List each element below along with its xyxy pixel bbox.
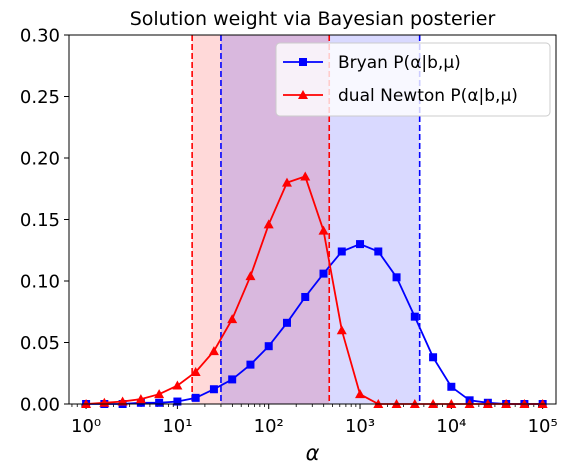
data-point xyxy=(337,247,346,256)
data-point xyxy=(209,385,218,394)
data-point xyxy=(154,389,165,399)
data-point xyxy=(172,380,183,390)
y-tick-label: 0.05 xyxy=(20,333,60,354)
data-point xyxy=(263,219,274,229)
y-tick-label: 0.20 xyxy=(20,149,60,170)
data-point xyxy=(281,177,292,187)
y-tick-label: 0.30 xyxy=(20,26,60,47)
data-point xyxy=(301,292,310,301)
data-point xyxy=(155,398,164,407)
x-tick-label: 10¹ xyxy=(162,416,192,437)
legend-label: Bryan P(α|b,μ) xyxy=(338,53,461,73)
x-tick-label: 10⁵ xyxy=(528,416,558,437)
data-point xyxy=(374,247,383,256)
y-tick-label: 0.10 xyxy=(20,272,60,293)
x-tick-label: 10² xyxy=(254,416,284,437)
data-point xyxy=(246,360,255,369)
data-point xyxy=(264,342,273,351)
x-axis-label: α xyxy=(306,441,320,465)
data-point xyxy=(135,394,146,404)
x-tick-label: 10⁰ xyxy=(71,416,101,437)
data-point xyxy=(410,312,419,321)
y-tick-label: 0.15 xyxy=(20,210,60,231)
legend: Bryan P(α|b,μ) dual Newton P(α|b,μ) xyxy=(275,42,551,117)
data-point xyxy=(173,397,182,406)
legend-label: dual Newton P(α|b,μ) xyxy=(338,86,518,106)
data-point xyxy=(318,225,329,235)
data-point xyxy=(392,273,401,282)
legend-box xyxy=(275,42,551,117)
data-point xyxy=(228,375,237,384)
data-point xyxy=(245,271,256,281)
data-point xyxy=(429,353,438,362)
data-point xyxy=(356,240,365,249)
data-point xyxy=(336,325,347,335)
chart-title: Solution weight via Bayesian posterier xyxy=(130,8,496,30)
data-point xyxy=(298,90,308,99)
data-point xyxy=(447,382,456,391)
data-point xyxy=(299,58,307,66)
axis-ticks: 0.00 0.05 0.10 0.15 0.20 0.25 0.30 10⁰ 10¹ 10² 10³… xyxy=(20,26,558,438)
data-point xyxy=(227,314,238,324)
plot-frame xyxy=(68,34,557,405)
data-point xyxy=(117,396,128,406)
data-point xyxy=(191,393,200,402)
y-tick-label: 0.25 xyxy=(20,87,60,108)
x-tick-label: 10⁴ xyxy=(436,416,466,437)
data-point xyxy=(208,346,219,356)
y-tick-label: 0.00 xyxy=(20,395,60,416)
data-point xyxy=(190,367,201,377)
x-tick-label: 10³ xyxy=(345,416,375,437)
data-point xyxy=(99,397,110,407)
data-point xyxy=(282,318,291,327)
data-point xyxy=(355,389,366,399)
data-point xyxy=(319,269,328,278)
data-point xyxy=(300,171,311,181)
